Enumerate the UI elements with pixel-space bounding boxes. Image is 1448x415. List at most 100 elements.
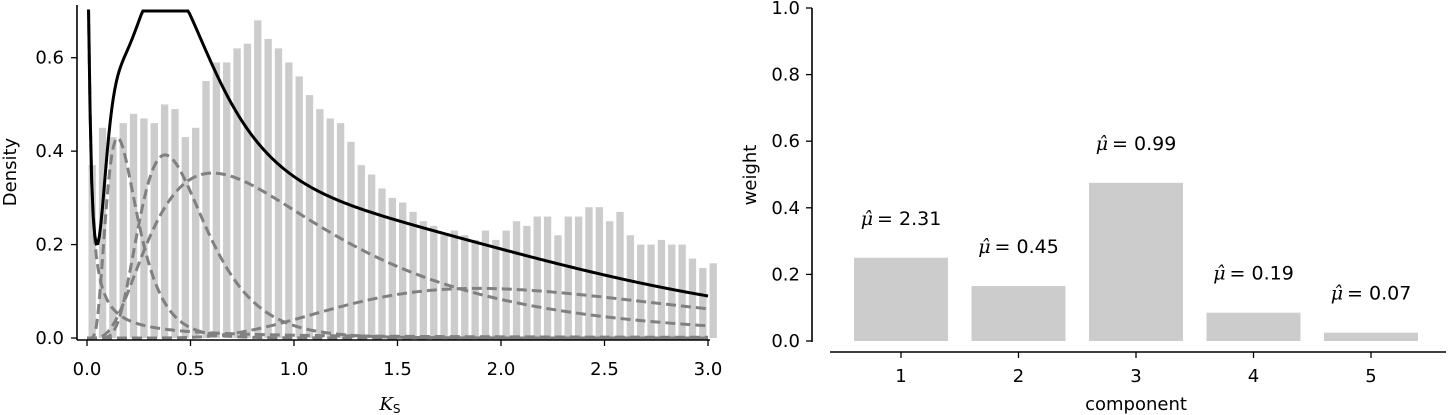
histogram-bar [533,216,541,338]
histogram-bar [543,216,552,338]
bar-annotation: μ̂ = 0.45 [978,236,1059,258]
histogram-bar [523,225,531,338]
x-axis-title: component [1085,394,1187,415]
x-tick-label: 4 [1248,366,1259,387]
x-tick-label: 2 [1013,366,1024,387]
bar-annotation: μ̂ = 0.19 [1213,263,1294,285]
y-axis-title: Density [0,137,21,206]
histogram-bar [657,239,666,338]
histogram-bar [129,113,138,339]
y-tick-label: 0.0 [771,331,800,352]
x-tick-label: 2.0 [487,359,516,380]
component-curve [87,9,708,339]
histogram-bar [98,127,107,339]
component-curve [87,171,709,340]
y-tick-label: 0.6 [35,48,64,69]
histogram-bars [88,20,717,339]
histogram-bar [326,118,334,338]
x-tick-label: 0.0 [73,359,102,380]
x-tick-label: 5 [1365,366,1376,387]
histogram-bar [502,230,510,338]
histogram-bar [233,48,241,338]
histogram-bar [347,141,355,338]
bar-annotations: μ̂ = 2.31 μ̂ = 0.45 μ̂ = 0.99 μ̂ = 0.19 μ̂ = 0.07 [861,133,1412,305]
histogram-bar [119,123,127,338]
y-tick-label: 0.4 [771,198,800,219]
y-axis-title: weight [740,145,761,206]
weight-bar [854,257,948,341]
x-tick-label: 0.5 [176,359,205,380]
component-curve [87,286,709,340]
y-tick-label: 0.6 [771,131,800,152]
histogram-bar [357,165,365,338]
histogram-bar [637,244,645,338]
histogram-bar [440,235,448,338]
histogram-bar [305,95,314,338]
weight-bar [1089,182,1183,341]
weight-bar [971,286,1066,341]
histogram-bar [367,174,376,338]
y-tick-label: 1.0 [771,0,800,19]
histogram-bar [336,123,345,338]
histogram-bar [243,43,252,338]
bar-annotation: μ̂ = 0.99 [1096,133,1177,155]
y-ticks: 0.0 0.2 0.4 0.6 0.8 1.0 [771,0,812,352]
histogram-bar [295,76,303,339]
histogram-bar [192,127,200,339]
x-tick-label: 3 [1130,366,1141,387]
histogram-bar [171,109,179,338]
histogram-bar [461,235,469,338]
histogram-bar [223,62,231,339]
x-tick-label: 1.0 [280,359,309,380]
histogram-bar [254,20,262,338]
histogram-bar [564,216,572,338]
weight-bars [854,182,1418,341]
component-density-curves [87,9,709,340]
y-ticks: 0.0 0.2 0.4 0.6 [35,48,77,349]
histogram-bar [626,235,635,338]
histogram-bar [688,258,697,338]
histogram-bar [109,137,117,338]
histogram-bar [512,221,521,338]
y-tick-label: 0.4 [35,141,64,162]
weights-chart: μ̂ = 2.31 μ̂ = 0.45 μ̂ = 0.99 μ̂ = 0.19 μ̂ = 0.07… [740,0,1446,415]
histogram-bar [699,267,707,338]
histogram-bar [450,230,459,338]
x-tick-label: 1 [895,366,906,387]
histogram-bar [709,263,717,338]
x-tick-label: 2.5 [590,359,619,380]
histogram-bar [181,137,189,338]
x-tick-label: 1.5 [383,359,412,380]
component-curve [87,136,708,340]
density-chart: 0.0 0.2 0.4 0.6 0.0 0.5 1.0 1.5 2.0 2.5 3.0 Densi… [0,5,722,415]
component-curve [87,153,708,340]
histogram-bar [274,48,283,338]
histogram-bar [316,109,324,338]
y-tick-label: 0.0 [35,328,64,349]
histogram-bar [212,62,221,339]
histogram-bar [668,244,676,338]
histogram-bar [606,221,614,338]
x-axis-title: KS [378,394,400,415]
x-tick-label: 3.0 [694,359,723,380]
weight-bar [1206,312,1301,341]
histogram-bar [409,211,417,338]
y-tick-label: 0.2 [771,264,800,285]
histogram-bar [378,188,386,338]
histogram-bar [88,165,96,338]
y-tick-label: 0.2 [35,235,64,256]
bar-annotation: μ̂ = 2.31 [861,208,942,230]
histogram-bar [616,211,624,338]
histogram-bar [202,81,210,339]
histogram-bar [574,216,583,338]
histogram-bar [160,104,169,338]
histogram-bar [264,39,272,339]
histogram-bar [647,244,655,338]
x-ticks: 0.0 0.5 1.0 1.5 2.0 2.5 3.0 [73,340,723,380]
histogram-bar [388,197,396,338]
weight-bar [1324,332,1418,341]
histogram-bar [140,118,148,338]
x-ticks: 1 2 3 4 5 [895,352,1377,387]
histogram-bar [554,235,562,338]
histogram-bar [150,123,158,338]
